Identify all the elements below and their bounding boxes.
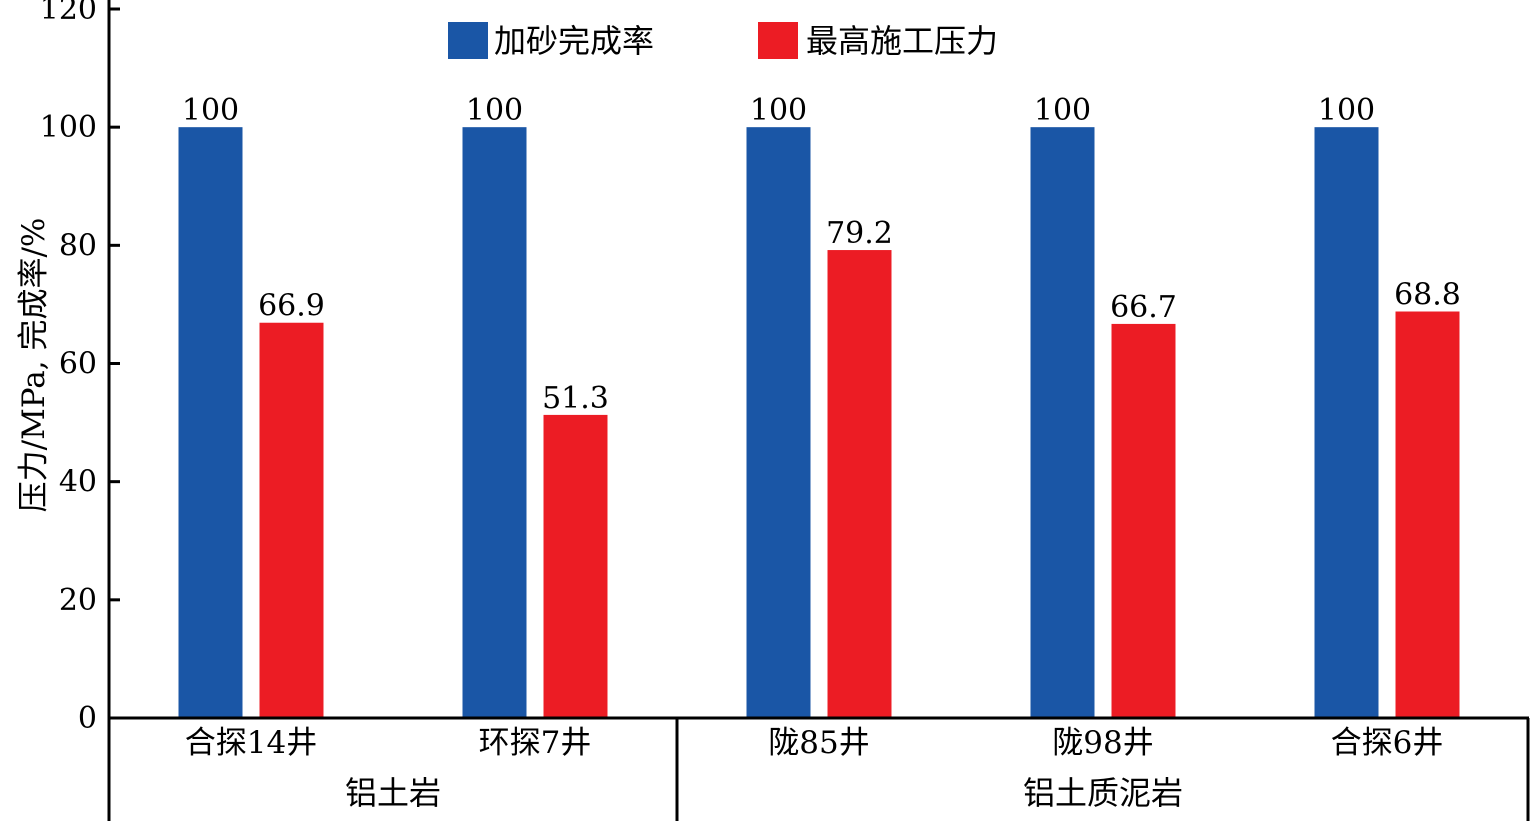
y-axis: 0 20 40 60 80 100 120 bbox=[40, 0, 120, 821]
x-tick-label: 环探7井 bbox=[479, 725, 592, 761]
data-label: 66.9 bbox=[258, 289, 325, 324]
group-label: 铝土岩 bbox=[345, 774, 441, 812]
data-label: 79.2 bbox=[826, 216, 893, 251]
bars bbox=[178, 127, 1460, 718]
data-label: 51.3 bbox=[542, 381, 609, 416]
legend: 加砂完成率 最高施工压力 bbox=[448, 22, 998, 60]
y-tick-label: 60 bbox=[59, 347, 97, 382]
y-tick-label: 40 bbox=[59, 465, 97, 500]
bar-sand-completion bbox=[1030, 127, 1095, 718]
data-label: 100 bbox=[1318, 93, 1375, 128]
y-axis-label: 压力/MPa, 完成率/% bbox=[16, 218, 52, 513]
y-tick-label: 20 bbox=[59, 583, 97, 618]
data-labels: 100 66.9 100 51.3 100 79.2 100 66.7 100 68.8 bbox=[182, 93, 1461, 416]
x-tick-label: 合探6井 bbox=[1331, 725, 1444, 761]
data-label: 66.7 bbox=[1110, 290, 1177, 325]
y-tick-label: 120 bbox=[40, 0, 97, 27]
bar-max-pressure bbox=[259, 322, 324, 718]
bar-max-pressure bbox=[1395, 311, 1460, 718]
data-label: 100 bbox=[182, 93, 239, 128]
y-tick-label: 0 bbox=[78, 701, 97, 736]
bar-max-pressure bbox=[1111, 323, 1176, 718]
x-tick-label: 陇98井 bbox=[1052, 725, 1153, 761]
legend-swatch-max-pressure bbox=[758, 22, 798, 59]
bar-sand-completion bbox=[462, 127, 527, 718]
data-label: 100 bbox=[750, 93, 807, 128]
data-label: 100 bbox=[466, 93, 523, 128]
bar-max-pressure bbox=[543, 414, 608, 718]
y-tick-label: 80 bbox=[59, 228, 97, 263]
bar-sand-completion bbox=[746, 127, 811, 718]
bar-max-pressure bbox=[827, 250, 892, 718]
bar-sand-completion bbox=[1314, 127, 1379, 718]
legend-swatch-sand-completion bbox=[448, 22, 488, 59]
group-label: 铝土质泥岩 bbox=[1023, 774, 1183, 812]
x-tick-label: 合探14井 bbox=[185, 725, 317, 761]
x-tick-label: 陇85井 bbox=[768, 725, 869, 761]
data-label: 68.8 bbox=[1394, 278, 1461, 313]
legend-label-max-pressure: 最高施工压力 bbox=[806, 22, 998, 60]
bar-sand-completion bbox=[178, 127, 243, 718]
data-label: 100 bbox=[1034, 93, 1091, 128]
legend-label-sand-completion: 加砂完成率 bbox=[494, 22, 654, 60]
y-tick-label: 100 bbox=[40, 110, 97, 145]
